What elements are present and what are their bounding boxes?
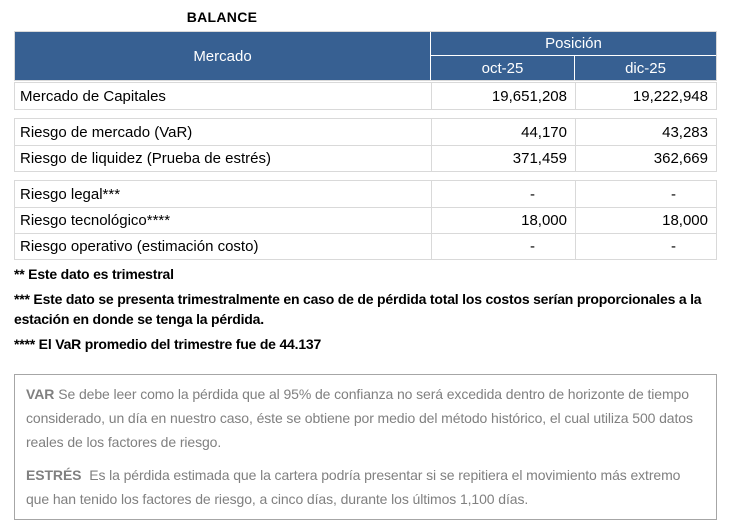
column-header-dic-25: dic-25 <box>575 56 716 80</box>
page-title: BALANCE <box>186 9 258 25</box>
table-row-mercado-capitales: Mercado de Capitales 19,651,208 19,222,9… <box>15 83 716 109</box>
cell-dic-25: 362,669 <box>575 146 716 171</box>
table-section-otros-riesgos: Riesgo legal*** - - Riesgo tecnológico**… <box>14 180 717 260</box>
cell-dic-25: - <box>575 181 716 207</box>
row-label: Riesgo legal*** <box>20 185 121 203</box>
table-row-riesgo-liquidez: Riesgo de liquidez (Prueba de estrés) 37… <box>15 145 716 171</box>
table-row-riesgo-operativo: Riesgo operativo (estimación costo) - - <box>15 233 716 259</box>
glossary-var: VAR Se debe leer como la pérdida que al 9… <box>26 382 705 454</box>
cell-oct-25: 44,170 <box>431 119 575 145</box>
table-header-subcolumns: oct-25 dic-25 <box>431 56 716 80</box>
table-row-riesgo-mercado-var: Riesgo de mercado (VaR) 44,170 43,283 <box>15 119 716 145</box>
footnote-trimestral: ** Este dato es trimestral <box>14 266 174 282</box>
cell-oct-25: 18,000 <box>431 208 575 233</box>
cell-dic-25: 19,222,948 <box>575 83 716 109</box>
cell-oct-25: - <box>431 181 575 207</box>
glossary-estres-term: ESTRÉS <box>26 467 82 483</box>
cell-oct-25: - <box>431 234 575 259</box>
column-header-mercado: Mercado <box>15 32 430 80</box>
report-page: BALANCE Mercado Posición oct-25 dic-25 M… <box>0 9 731 530</box>
footnote-var-promedio: **** El VaR promedio del trimestre fue d… <box>14 336 322 352</box>
table-row-riesgo-tecnologico: Riesgo tecnológico**** 18,000 18,000 <box>15 207 716 233</box>
footnotes: ** Este dato es trimestral *** Este dato… <box>14 264 719 354</box>
table-header: Mercado Posición oct-25 dic-25 <box>14 31 717 81</box>
table-row-riesgo-legal: Riesgo legal*** - - <box>15 181 716 207</box>
column-header-posicion: Posición <box>431 32 716 55</box>
cell-dic-25: 18,000 <box>575 208 716 233</box>
cell-oct-25: 371,459 <box>431 146 575 171</box>
table-section-riesgo-mercado: Riesgo de mercado (VaR) 44,170 43,283 Ri… <box>14 118 717 172</box>
cell-dic-25: - <box>575 234 716 259</box>
row-label: Mercado de Capitales <box>20 87 166 105</box>
row-label: Riesgo de mercado (VaR) <box>20 123 193 141</box>
table-section-capitales: Mercado de Capitales 19,651,208 19,222,9… <box>14 82 717 110</box>
column-header-oct-25: oct-25 <box>431 56 574 80</box>
cell-oct-25: 19,651,208 <box>431 83 575 109</box>
table-header-right: Posición oct-25 dic-25 <box>431 32 716 80</box>
glossary-var-text: Se debe leer como la pérdida que al 95% … <box>26 386 693 450</box>
row-label: Riesgo operativo (estimación costo) <box>20 238 259 255</box>
glossary-var-term: VAR <box>26 386 55 402</box>
glossary-estres-text: Es la pérdida estimada que la cartera po… <box>26 467 681 507</box>
footnote-perdida-total: *** Este dato se presenta trimestralment… <box>14 291 702 327</box>
glossary-box: VAR Se debe leer como la pérdida que al 9… <box>14 374 717 520</box>
cell-dic-25: 43,283 <box>575 119 716 145</box>
row-label: Riesgo tecnológico**** <box>20 212 171 229</box>
row-label: Riesgo de liquidez (Prueba de estrés) <box>20 150 271 167</box>
glossary-estres: ESTRÉS Es la pérdida estimada que la car… <box>26 463 705 511</box>
